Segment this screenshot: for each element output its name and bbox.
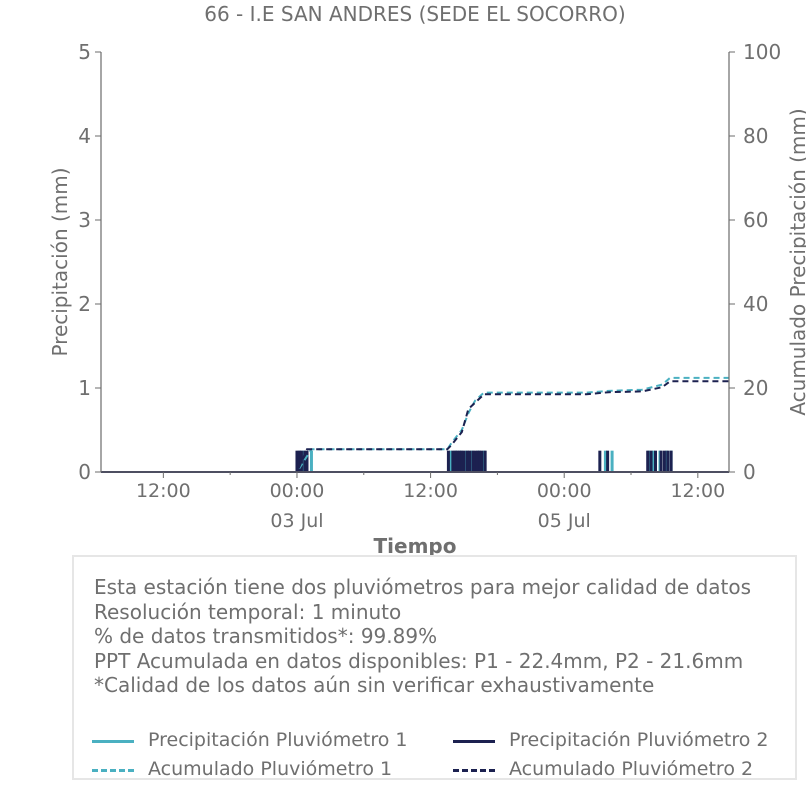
plot-area — [101, 376, 729, 473]
info-box: Esta estación tiene dos pluviómetros par… — [72, 555, 797, 780]
x-tick-label: 12:00 — [136, 480, 191, 502]
x-tick-sublabel: 03 Jul — [270, 510, 323, 532]
legend-swatch — [453, 769, 495, 772]
legend-swatch — [92, 769, 134, 772]
y-tick-label: 3 — [78, 208, 91, 232]
y2-tick-label: 100 — [743, 40, 781, 64]
info-text: Esta estación tiene dos pluviómetros par… — [94, 575, 751, 698]
cumulative-line — [101, 380, 729, 473]
legend-swatch — [453, 740, 495, 743]
y-tick-label: 4 — [78, 124, 91, 148]
info-line: *Calidad de los datos aún sin verificar … — [94, 673, 655, 697]
y2-tick-label: 0 — [743, 460, 756, 484]
y2-tick-label: 40 — [743, 292, 768, 316]
y-axis-label: Precipitación (mm) — [48, 167, 72, 356]
y-tick-label: 5 — [78, 40, 91, 64]
info-line: Esta estación tiene dos pluviómetros par… — [94, 575, 752, 599]
cumulative-line — [101, 376, 729, 473]
x-tick-label: 00:00 — [270, 480, 325, 502]
y-tick-label: 0 — [78, 460, 91, 484]
rainfall-chart: 66 - I.E SAN ANDRES (SEDE EL SOCORRO) 01… — [48, 2, 806, 558]
x-axis-label: Tiempo — [374, 534, 457, 558]
y-tick-label: 2 — [78, 292, 91, 316]
legend: Precipitación Pluviómetro 1 Precipitació… — [92, 729, 792, 789]
info-line: PPT Acumulada en datos disponibles: P1 -… — [94, 648, 744, 673]
chart-title: 66 - I.E SAN ANDRES (SEDE EL SOCORRO) — [204, 2, 625, 26]
axes: 0 1 2 3 4 5 0 20 40 60 80 100 12:00 00:00 03 Jul 12:00 0… — [78, 40, 781, 532]
x-tick-label: 00:00 — [537, 480, 592, 502]
legend-label: Acumulado Pluviómetro 1 — [148, 758, 393, 780]
y2-tick-label: 60 — [743, 208, 768, 232]
y2-tick-label: 20 — [743, 376, 768, 400]
x-tick-sublabel: 05 Jul — [538, 510, 591, 532]
y2-tick-label: 80 — [743, 124, 768, 148]
y2-axis-label: Acumulado Precipitación (mm) — [786, 108, 806, 415]
info-line: % de datos transmitidos*: 99.89% — [94, 624, 438, 648]
legend-label: Precipitación Pluviómetro 2 — [509, 729, 769, 751]
x-tick-label: 12:00 — [403, 480, 458, 502]
legend-swatch — [92, 740, 134, 743]
y-tick-label: 1 — [78, 376, 91, 400]
info-line: Resolución temporal: 1 minuto — [94, 599, 402, 624]
legend-label: Precipitación Pluviómetro 1 — [148, 729, 408, 751]
x-tick-label: 12:00 — [670, 480, 725, 502]
legend-label: Acumulado Pluviómetro 2 — [509, 758, 754, 780]
